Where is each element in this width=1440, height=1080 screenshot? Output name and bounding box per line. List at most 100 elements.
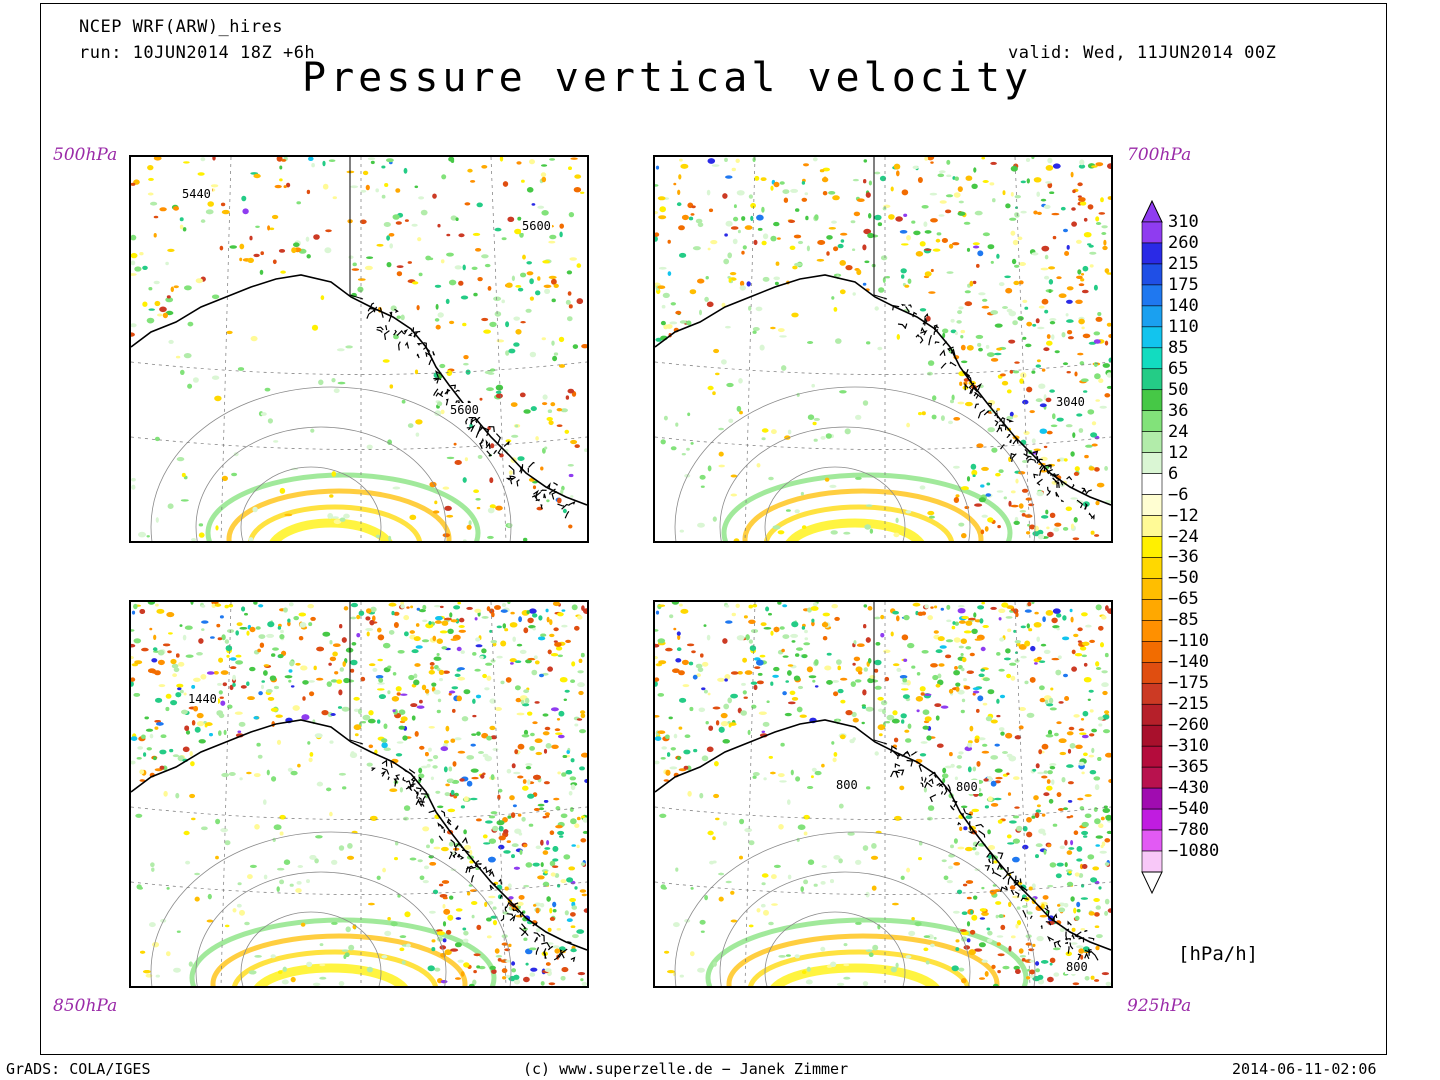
velocity-cell	[570, 925, 576, 928]
velocity-cell	[773, 181, 780, 188]
velocity-cell	[440, 953, 447, 958]
velocity-cell	[996, 490, 1004, 493]
page-title: Pressure vertical velocity	[302, 55, 1033, 101]
velocity-cell	[1015, 969, 1021, 974]
velocity-cell	[984, 526, 989, 532]
velocity-cell	[553, 640, 558, 643]
velocity-cell	[475, 818, 482, 822]
velocity-cell	[447, 914, 454, 921]
colorbar-scale	[1141, 199, 1163, 895]
velocity-cell	[520, 321, 526, 324]
velocity-cell	[557, 771, 561, 775]
velocity-cell	[837, 243, 844, 249]
velocity-cell	[1022, 905, 1028, 908]
velocity-cell	[924, 157, 929, 161]
velocity-cell	[953, 670, 960, 676]
coastline-fjord	[933, 329, 939, 335]
velocity-cell	[481, 732, 489, 739]
velocity-cell	[950, 399, 954, 404]
velocity-cell	[198, 638, 204, 644]
coastline-fjord	[493, 882, 497, 887]
velocity-cell	[1079, 806, 1085, 811]
velocity-cell	[159, 207, 167, 212]
velocity-cell	[655, 643, 660, 648]
velocity-cell	[1083, 232, 1092, 238]
velocity-cell	[396, 265, 404, 268]
velocity-cell	[1035, 843, 1043, 848]
coastline-fjord	[444, 389, 450, 395]
velocity-cell	[948, 420, 953, 425]
velocity-cell	[880, 614, 885, 620]
velocity-cell	[471, 914, 475, 919]
velocity-cell	[1074, 872, 1080, 877]
velocity-cell	[546, 815, 550, 818]
velocity-cell	[985, 716, 993, 722]
velocity-cell	[141, 734, 146, 740]
colorbar-tick-label: −1080	[1168, 841, 1220, 862]
velocity-cell	[863, 228, 872, 235]
velocity-cell	[797, 240, 804, 245]
velocity-cell	[1022, 399, 1029, 405]
velocity-cell	[1106, 385, 1111, 389]
velocity-cell	[449, 895, 454, 900]
velocity-cell	[1106, 830, 1111, 834]
velocity-cell	[580, 710, 586, 714]
velocity-cell	[489, 629, 493, 633]
velocity-cell	[224, 639, 229, 644]
velocity-cell	[1013, 776, 1020, 780]
velocity-cell	[557, 883, 561, 888]
velocity-cell	[415, 645, 423, 649]
velocity-cell	[742, 690, 747, 695]
velocity-cell	[938, 170, 946, 174]
velocity-cell	[1024, 306, 1029, 310]
velocity-cell	[1038, 383, 1046, 389]
velocity-cell	[737, 229, 741, 234]
velocity-cell	[1014, 212, 1020, 217]
velocity-cell	[794, 509, 800, 514]
velocity-cell	[329, 811, 333, 817]
velocity-cell	[501, 968, 508, 974]
velocity-cell	[434, 605, 441, 608]
coastline-fjord	[448, 851, 453, 860]
velocity-cell	[568, 866, 576, 871]
velocity-cell	[487, 535, 494, 539]
velocity-cell	[1046, 334, 1051, 339]
velocity-cell	[693, 748, 698, 753]
coastline-fjord	[412, 779, 416, 787]
velocity-cell	[153, 233, 157, 238]
velocity-cell	[724, 233, 728, 237]
velocity-cell	[180, 689, 184, 694]
velocity-cell	[944, 765, 952, 769]
velocity-cell	[532, 480, 538, 484]
velocity-cell	[537, 803, 545, 807]
velocity-cell	[966, 476, 971, 482]
velocity-cell	[1066, 299, 1073, 304]
velocity-cell	[932, 248, 941, 252]
velocity-cell	[960, 486, 969, 491]
velocity-cell	[730, 493, 738, 497]
velocity-cell	[438, 669, 445, 675]
velocity-cell	[583, 608, 587, 614]
velocity-cell	[705, 721, 709, 725]
colorbar-tick-label: −540	[1168, 799, 1209, 820]
velocity-cell	[492, 906, 497, 910]
velocity-cell	[1025, 343, 1032, 348]
velocity-cell	[172, 754, 179, 758]
velocity-cell	[563, 854, 571, 860]
velocity-cell	[463, 962, 470, 968]
velocity-cell	[530, 732, 535, 737]
velocity-cell	[973, 612, 977, 618]
velocity-cell	[249, 666, 256, 672]
velocity-cell	[170, 658, 177, 665]
velocity-cell	[308, 680, 315, 683]
velocity-cell	[785, 954, 791, 957]
velocity-cell	[183, 161, 190, 164]
velocity-cell	[699, 792, 704, 799]
velocity-cell	[695, 218, 703, 224]
velocity-cell	[468, 520, 472, 526]
velocity-cell	[761, 882, 766, 886]
velocity-cell	[658, 660, 667, 665]
velocity-cell	[707, 465, 712, 472]
velocity-cell	[206, 671, 215, 675]
colorbar-swatch	[1141, 536, 1163, 558]
